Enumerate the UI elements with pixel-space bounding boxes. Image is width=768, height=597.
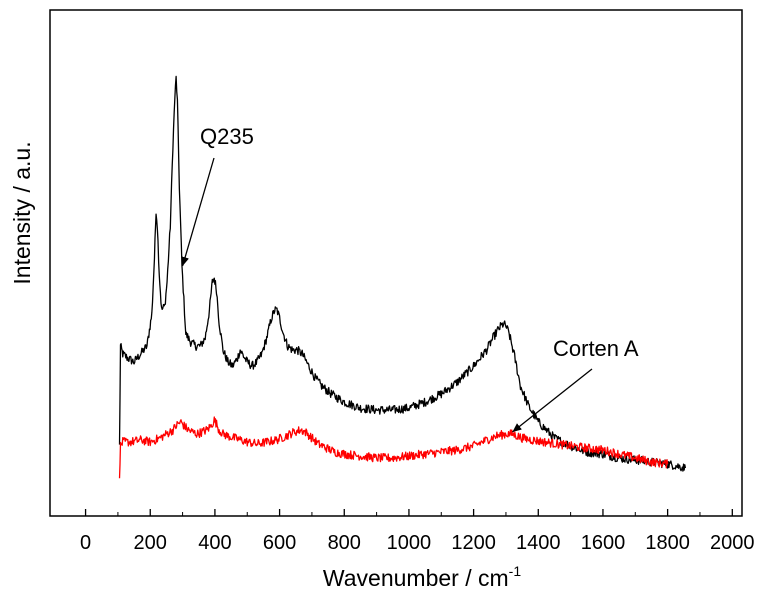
x-tick-label: 1200 xyxy=(451,532,496,554)
y-axis-title: Intensity / a.u. xyxy=(9,141,35,284)
x-tick-label: 0 xyxy=(80,532,91,554)
annotation-label: Q235 xyxy=(200,124,254,149)
annotation-arrow xyxy=(181,157,215,267)
x-tick-label: 200 xyxy=(134,532,167,554)
x-tick-label: 1000 xyxy=(387,532,432,554)
annotation-label: Corten A xyxy=(553,336,639,361)
x-axis: 0 200 400 600 800 1000 1200 1400 1600 1800 2000 xyxy=(80,509,755,554)
x-axis-title-superscript: -1 xyxy=(509,563,522,579)
x-axis-title: Wavenumber / cm-1 xyxy=(323,563,521,591)
x-tick-label: 600 xyxy=(263,532,296,554)
x-tick-label: 800 xyxy=(328,532,361,554)
x-tick-label: 1600 xyxy=(581,532,626,554)
annotation-arrow xyxy=(512,368,593,433)
annotations: Q235 Corten A xyxy=(181,124,639,433)
series-line-q235 xyxy=(118,75,687,472)
plot-frame xyxy=(49,9,743,517)
x-tick-label: 2000 xyxy=(710,532,755,554)
series-layer xyxy=(118,75,687,479)
series-line-corten-a xyxy=(118,416,669,479)
x-tick-label: 400 xyxy=(198,532,231,554)
x-axis-title-text: Wavenumber / cm xyxy=(323,565,509,591)
x-tick-label: 1800 xyxy=(645,532,690,554)
x-tick-label: 1400 xyxy=(516,532,561,554)
